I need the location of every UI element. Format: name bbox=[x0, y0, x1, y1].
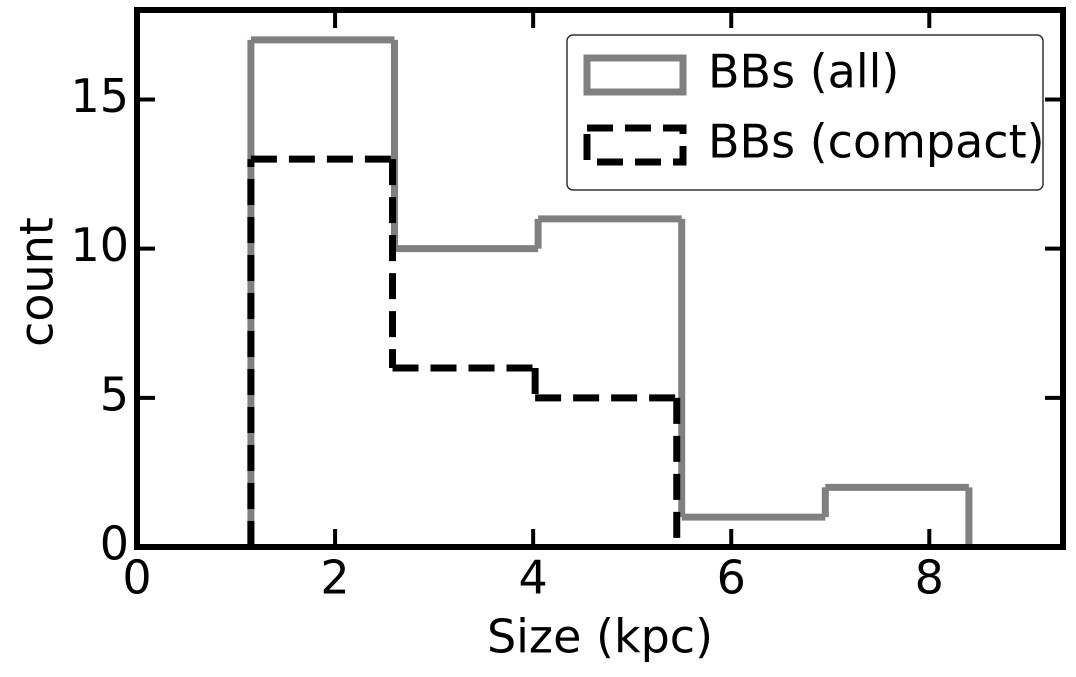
legend-swatch bbox=[583, 54, 687, 96]
y-axis-label: count bbox=[10, 217, 64, 347]
x-axis-label: Size (kpc) bbox=[487, 610, 713, 664]
legend-label: BBs (all) bbox=[708, 45, 899, 99]
x-tick-label: 0 bbox=[122, 551, 151, 605]
x-tick-label: 6 bbox=[717, 551, 746, 605]
x-tick-label: 4 bbox=[519, 551, 548, 605]
x-tick-label: 2 bbox=[320, 551, 349, 605]
legend: BBs (all) BBs (compact) bbox=[566, 34, 1045, 191]
plot-frame bbox=[134, 7, 1066, 550]
y-tick-label: 15 bbox=[70, 69, 129, 123]
legend-label: BBs (compact) bbox=[708, 115, 1045, 169]
y-tick-label: 0 bbox=[100, 517, 129, 571]
y-tick-label: 10 bbox=[70, 218, 129, 272]
x-tick-label: 8 bbox=[915, 551, 944, 605]
y-tick-label: 5 bbox=[100, 367, 129, 421]
legend-swatch bbox=[583, 124, 687, 166]
